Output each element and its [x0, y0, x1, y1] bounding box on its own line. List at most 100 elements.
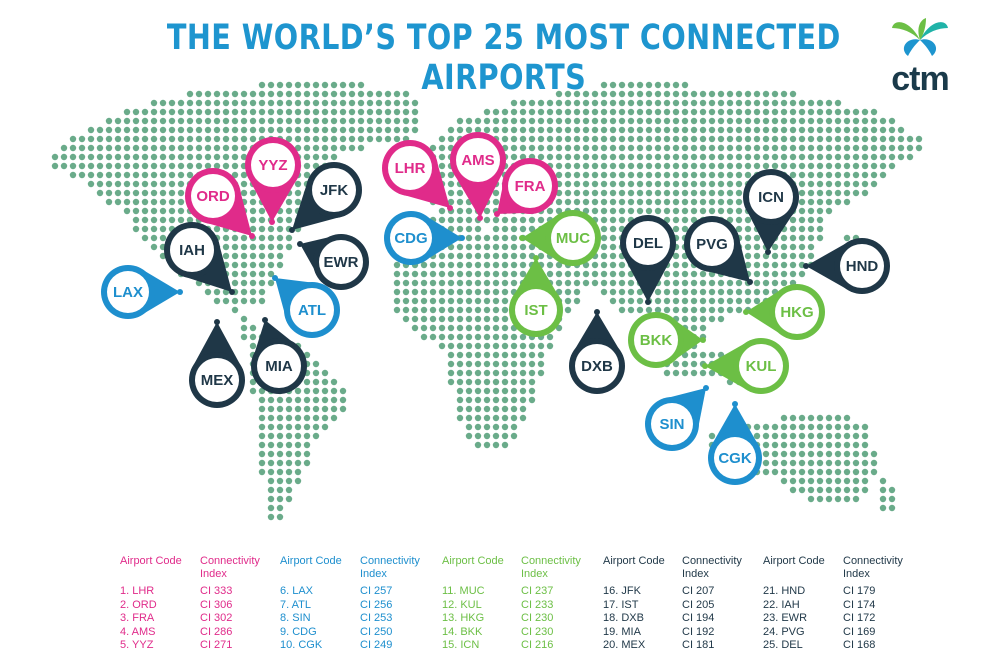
map-dot — [447, 189, 455, 197]
map-dot — [834, 495, 842, 503]
map-dot — [60, 153, 68, 161]
map-dot — [843, 153, 851, 161]
airport-rank-cell: 12. KUL — [442, 598, 482, 611]
map-dot — [177, 180, 185, 188]
map-dot — [483, 279, 491, 287]
map-dot — [222, 162, 230, 170]
map-dot — [600, 207, 608, 215]
map-dot — [267, 225, 275, 233]
map-dot — [897, 135, 905, 143]
map-dot — [636, 288, 644, 296]
map-dot — [654, 288, 662, 296]
map-dot — [735, 189, 743, 197]
map-dot — [429, 315, 437, 323]
map-dot — [321, 144, 329, 152]
pin-iah: IAH — [164, 222, 235, 295]
pin-bubble-inner — [749, 175, 793, 219]
map-dot — [573, 90, 581, 98]
map-dot — [600, 153, 608, 161]
map-dot — [474, 333, 482, 341]
map-dot — [177, 126, 185, 134]
map-dot — [492, 243, 500, 251]
pin-label: IAH — [179, 242, 205, 259]
map-dot — [735, 297, 743, 305]
map-dot — [627, 180, 635, 188]
map-dot — [384, 126, 392, 134]
map-dot — [105, 153, 113, 161]
map-dot — [852, 189, 860, 197]
map-dot — [618, 207, 626, 215]
map-dot — [519, 360, 527, 368]
map-dot — [285, 90, 293, 98]
map-dot — [870, 180, 878, 188]
map-dot — [87, 135, 95, 143]
column-header: Connectivity Index — [843, 555, 903, 580]
map-dot — [474, 396, 482, 404]
pin-bubble-inner — [690, 222, 734, 266]
map-dot — [330, 117, 338, 125]
airport-code-column: Airport Code 16. JFK 17. IST 18. DXB 19. MIA… — [603, 555, 675, 653]
map-dot — [780, 261, 788, 269]
map-dot — [780, 414, 788, 422]
map-dot — [501, 378, 509, 386]
pin-label: EWR — [324, 254, 359, 271]
map-dot — [276, 486, 284, 494]
map-dot — [609, 108, 617, 116]
map-dot — [483, 441, 491, 449]
map-dot — [420, 288, 428, 296]
map-dot — [303, 81, 311, 89]
map-dot — [510, 99, 518, 107]
map-dot — [690, 153, 698, 161]
pin-label: LHR — [395, 160, 426, 177]
map-dot — [663, 369, 671, 377]
pin-bubble-inner — [840, 244, 884, 288]
map-dot — [492, 432, 500, 440]
map-dot — [105, 135, 113, 143]
map-dot — [699, 117, 707, 125]
map-dot — [528, 135, 536, 143]
map-dot — [762, 441, 770, 449]
map-dot — [564, 126, 572, 134]
map-dot — [645, 81, 653, 89]
map-dot — [780, 252, 788, 260]
map-dot — [834, 108, 842, 116]
map-dot — [735, 288, 743, 296]
map-dot — [195, 153, 203, 161]
map-dot — [726, 135, 734, 143]
map-dot — [816, 414, 824, 422]
map-dot — [249, 135, 257, 143]
map-dot — [294, 198, 302, 206]
map-dot — [717, 171, 725, 179]
map-dot — [402, 279, 410, 287]
map-dot — [429, 333, 437, 341]
map-dot — [816, 117, 824, 125]
connectivity-index-cell: CI 205 — [682, 598, 715, 611]
map-dot — [222, 90, 230, 98]
column-header: Airport Code — [442, 555, 504, 567]
map-dot — [744, 108, 752, 116]
map-dot — [294, 396, 302, 404]
map-dot — [537, 126, 545, 134]
map-dot — [447, 252, 455, 260]
map-dot — [663, 297, 671, 305]
map-dot — [771, 459, 779, 467]
map-dot — [501, 324, 509, 332]
map-dot — [501, 117, 509, 125]
map-dot — [807, 432, 815, 440]
map-dot — [330, 396, 338, 404]
map-dot — [798, 162, 806, 170]
map-dot — [798, 234, 806, 242]
map-dot — [303, 117, 311, 125]
map-dot — [834, 468, 842, 476]
map-dot — [645, 180, 653, 188]
map-dot — [393, 90, 401, 98]
map-dot — [357, 90, 365, 98]
pin-label: ICN — [758, 189, 784, 206]
map-dot — [285, 495, 293, 503]
map-dot — [249, 90, 257, 98]
map-dot — [204, 162, 212, 170]
map-dot — [609, 90, 617, 98]
map-dot — [249, 117, 257, 125]
map-dot — [798, 171, 806, 179]
map-dot — [816, 423, 824, 431]
